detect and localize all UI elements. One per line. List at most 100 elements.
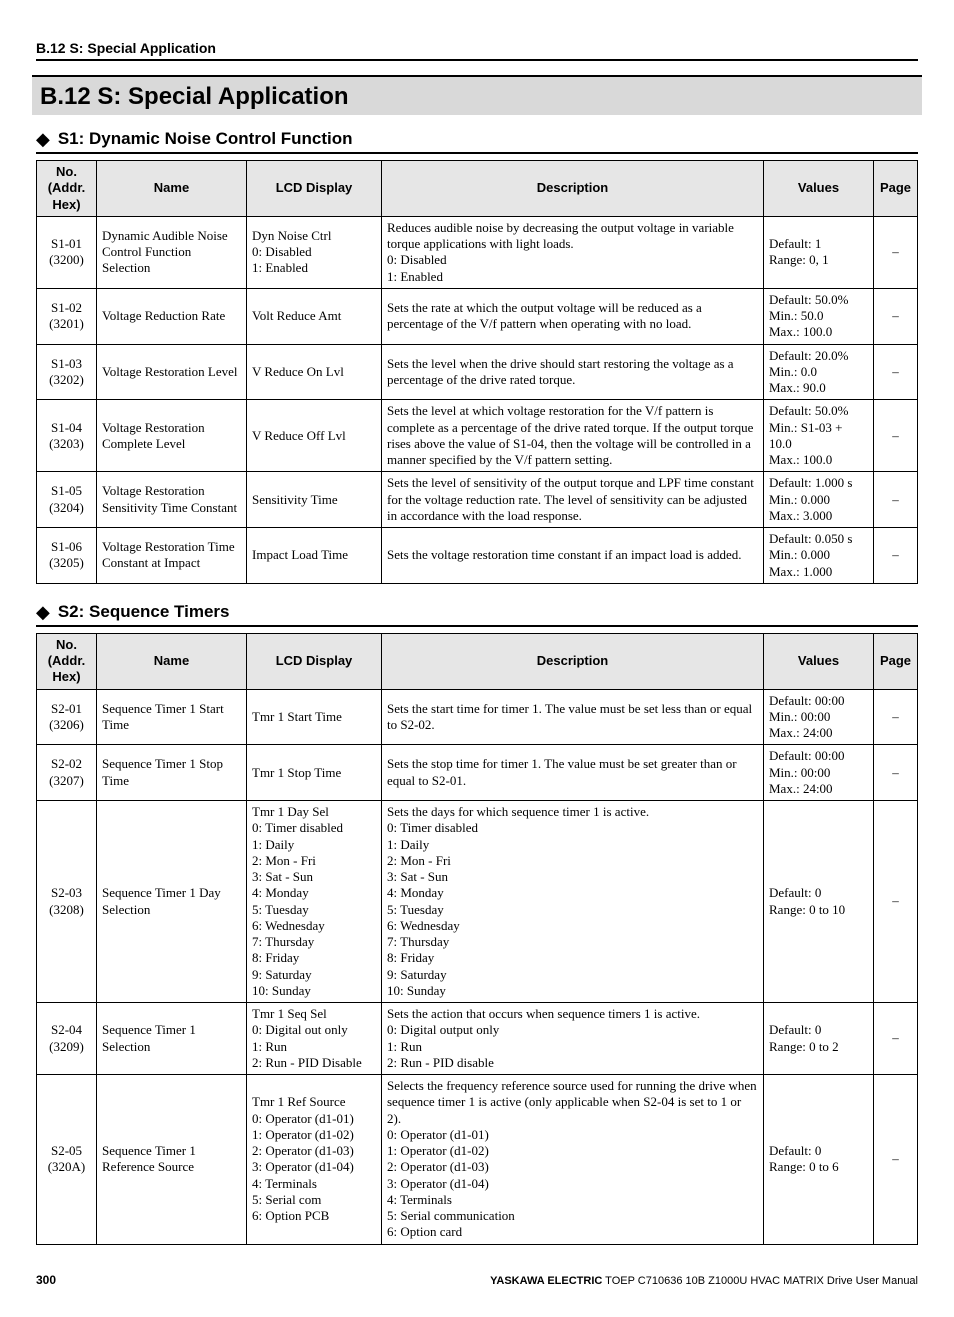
cell-values: Default: 1 Range: 0, 1 (764, 216, 874, 288)
cell-desc: Sets the voltage restoration time consta… (382, 528, 764, 584)
section-title: B.12 S: Special Application (40, 83, 914, 111)
table-row: S1-04 (3203)Voltage Restoration Complete… (37, 400, 918, 472)
cell-desc: Selects the frequency reference source u… (382, 1075, 764, 1245)
cell-name: Sequence Timer 1 Stop Time (97, 745, 247, 801)
cell-lcd: Tmr 1 Start Time (247, 689, 382, 745)
cell-values: Default: 0 Range: 0 to 10 (764, 801, 874, 1003)
table-header-name: Name (97, 161, 247, 217)
cell-name: Voltage Restoration Sensitivity Time Con… (97, 472, 247, 528)
diamond-icon: ◆ (36, 603, 50, 621)
table-row: S1-01 (3200)Dynamic Audible Noise Contro… (37, 216, 918, 288)
table-row: S2-05 (320A)Sequence Timer 1 Reference S… (37, 1075, 918, 1245)
table-header-page: Page (874, 161, 918, 217)
cell-values: Default: 0 Range: 0 to 6 (764, 1075, 874, 1245)
cell-page: – (874, 472, 918, 528)
cell-lcd: Dyn Noise Ctrl 0: Disabled 1: Enabled (247, 216, 382, 288)
table-header-page: Page (874, 633, 918, 689)
cell-name: Voltage Restoration Time Constant at Imp… (97, 528, 247, 584)
table-header-desc: Description (382, 161, 764, 217)
table-header-no: No. (Addr. Hex) (37, 633, 97, 689)
cell-name: Sequence Timer 1 Start Time (97, 689, 247, 745)
table-header-desc: Description (382, 633, 764, 689)
cell-lcd: Volt Reduce Amt (247, 288, 382, 344)
cell-desc: Sets the start time for timer 1. The val… (382, 689, 764, 745)
table-row: S2-01 (3206)Sequence Timer 1 Start TimeT… (37, 689, 918, 745)
cell-values: Default: 0.050 s Min.: 0.000 Max.: 1.000 (764, 528, 874, 584)
cell-page: – (874, 689, 918, 745)
cell-no: S2-01 (3206) (37, 689, 97, 745)
cell-lcd: Tmr 1 Ref Source 0: Operator (d1-01) 1: … (247, 1075, 382, 1245)
cell-no: S1-05 (3204) (37, 472, 97, 528)
page-number: 300 (36, 1273, 56, 1287)
cell-name: Sequence Timer 1 Day Selection (97, 801, 247, 1003)
cell-desc: Sets the level of sensitivity of the out… (382, 472, 764, 528)
table-header-lcd: LCD Display (247, 161, 382, 217)
footer-doc: YASKAWA ELECTRIC TOEP C710636 10B Z1000U… (490, 1275, 918, 1287)
page-footer: 300 YASKAWA ELECTRIC TOEP C710636 10B Z1… (36, 1273, 918, 1287)
table-header-name: Name (97, 633, 247, 689)
subsection-title: S1: Dynamic Noise Control Function (58, 129, 353, 149)
table-header-lcd: LCD Display (247, 633, 382, 689)
table-row: S2-02 (3207)Sequence Timer 1 Stop TimeTm… (37, 745, 918, 801)
cell-page: – (874, 528, 918, 584)
cell-desc: Sets the level at which voltage restorat… (382, 400, 764, 472)
table-row: S1-05 (3204)Voltage Restoration Sensitiv… (37, 472, 918, 528)
cell-lcd: V Reduce Off Lvl (247, 400, 382, 472)
cell-desc: Sets the days for which sequence timer 1… (382, 801, 764, 1003)
parameter-table: No. (Addr. Hex)NameLCD DisplayDescriptio… (36, 633, 918, 1245)
cell-page: – (874, 344, 918, 400)
table-row: S1-03 (3202)Voltage Restoration LevelV R… (37, 344, 918, 400)
cell-values: Default: 20.0% Min.: 0.0 Max.: 90.0 (764, 344, 874, 400)
table-row: S2-03 (3208)Sequence Timer 1 Day Selecti… (37, 801, 918, 1003)
cell-name: Voltage Restoration Level (97, 344, 247, 400)
cell-name: Voltage Reduction Rate (97, 288, 247, 344)
cell-no: S2-02 (3207) (37, 745, 97, 801)
table-row: S2-04 (3209)Sequence Timer 1 SelectionTm… (37, 1003, 918, 1075)
subsection-head: ◆ S2: Sequence Timers (36, 602, 918, 627)
cell-desc: Sets the stop time for timer 1. The valu… (382, 745, 764, 801)
cell-page: – (874, 400, 918, 472)
running-head: B.12 S: Special Application (36, 40, 918, 61)
cell-desc: Reduces audible noise by decreasing the … (382, 216, 764, 288)
cell-lcd: Tmr 1 Seq Sel 0: Digital out only 1: Run… (247, 1003, 382, 1075)
cell-values: Default: 00:00 Min.: 00:00 Max.: 24:00 (764, 689, 874, 745)
cell-desc: Sets the action that occurs when sequenc… (382, 1003, 764, 1075)
cell-no: S2-05 (320A) (37, 1075, 97, 1245)
cell-no: S1-02 (3201) (37, 288, 97, 344)
diamond-icon: ◆ (36, 130, 50, 148)
footer-doc-text: TOEP C710636 10B Z1000U HVAC MATRIX Driv… (602, 1275, 918, 1287)
cell-page: – (874, 1003, 918, 1075)
cell-lcd: Impact Load Time (247, 528, 382, 584)
cell-page: – (874, 745, 918, 801)
cell-no: S1-04 (3203) (37, 400, 97, 472)
subsection: ◆ S1: Dynamic Noise Control Function No. (… (36, 129, 918, 584)
table-header-no: No. (Addr. Hex) (37, 161, 97, 217)
cell-lcd: Sensitivity Time (247, 472, 382, 528)
cell-values: Default: 00:00 Min.: 00:00 Max.: 24:00 (764, 745, 874, 801)
cell-name: Dynamic Audible Noise Control Function S… (97, 216, 247, 288)
cell-desc: Sets the level when the drive should sta… (382, 344, 764, 400)
cell-no: S1-01 (3200) (37, 216, 97, 288)
parameter-table: No. (Addr. Hex)NameLCD DisplayDescriptio… (36, 160, 918, 584)
cell-lcd: Tmr 1 Stop Time (247, 745, 382, 801)
cell-no: S2-04 (3209) (37, 1003, 97, 1075)
subsection-title: S2: Sequence Timers (58, 602, 230, 622)
cell-no: S1-03 (3202) (37, 344, 97, 400)
subsection: ◆ S2: Sequence Timers No. (Addr. Hex)NameL… (36, 602, 918, 1245)
cell-page: – (874, 801, 918, 1003)
section-title-bar: B.12 S: Special Application (32, 75, 922, 115)
cell-values: Default: 50.0% Min.: S1-03 + 10.0 Max.: … (764, 400, 874, 472)
cell-no: S2-03 (3208) (37, 801, 97, 1003)
cell-lcd: Tmr 1 Day Sel 0: Timer disabled 1: Daily… (247, 801, 382, 1003)
cell-page: – (874, 216, 918, 288)
table-header-values: Values (764, 161, 874, 217)
cell-name: Sequence Timer 1 Reference Source (97, 1075, 247, 1245)
table-row: S1-02 (3201)Voltage Reduction RateVolt R… (37, 288, 918, 344)
cell-values: Default: 1.000 s Min.: 0.000 Max.: 3.000 (764, 472, 874, 528)
cell-name: Voltage Restoration Complete Level (97, 400, 247, 472)
cell-lcd: V Reduce On Lvl (247, 344, 382, 400)
cell-page: – (874, 1075, 918, 1245)
cell-no: S1-06 (3205) (37, 528, 97, 584)
cell-values: Default: 50.0% Min.: 50.0 Max.: 100.0 (764, 288, 874, 344)
footer-brand: YASKAWA ELECTRIC (490, 1275, 602, 1287)
